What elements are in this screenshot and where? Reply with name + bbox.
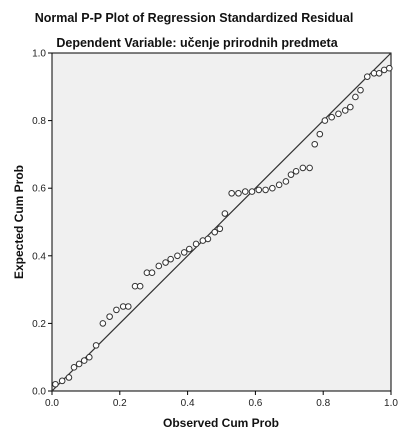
data-point <box>357 86 364 94</box>
data-point <box>65 374 73 381</box>
y-axis: 0.0 0.2 0.4 0.6 0.8 1.0 <box>32 49 52 398</box>
data-point <box>70 364 78 371</box>
data-point <box>216 225 224 233</box>
chart-title: Normal P-P Plot of Regression Standardiz… <box>35 11 354 25</box>
data-point <box>306 164 313 172</box>
x-tick-label: 1.0 <box>384 398 398 409</box>
data-point <box>211 228 219 236</box>
data-point <box>58 377 66 385</box>
data-point <box>52 380 59 388</box>
data-point <box>287 171 295 178</box>
data-points <box>52 64 393 388</box>
y-axis-label: Expected Cum Prob <box>12 165 26 279</box>
y-tick-label: 0.0 <box>32 387 46 398</box>
y-tick-label: 0.8 <box>32 116 46 127</box>
data-point <box>347 103 354 111</box>
x-tick-label: 0.2 <box>113 398 127 409</box>
data-point <box>282 178 290 185</box>
data-point <box>275 181 283 189</box>
data-point <box>328 113 335 121</box>
data-point <box>167 255 174 263</box>
y-tick-label: 1.0 <box>32 49 46 60</box>
x-tick-label: 0.8 <box>316 398 330 409</box>
data-point <box>221 210 229 217</box>
data-point <box>80 357 88 364</box>
data-point <box>148 269 156 277</box>
data-point <box>241 188 249 195</box>
x-axis-label: Observed Cum Prob <box>163 416 279 430</box>
data-point <box>85 353 93 361</box>
data-point <box>316 130 324 138</box>
x-axis: 0.0 0.2 0.4 0.6 0.8 1.0 <box>45 391 398 409</box>
data-point <box>262 186 269 194</box>
data-point <box>106 313 113 320</box>
x-tick-label: 0.0 <box>45 398 59 409</box>
data-point <box>204 235 212 243</box>
data-point <box>386 64 393 72</box>
data-point <box>124 303 132 310</box>
data-point <box>321 117 329 124</box>
data-point <box>180 249 188 256</box>
data-point <box>185 245 193 253</box>
y-tick-label: 0.2 <box>32 319 46 330</box>
data-point <box>174 252 181 260</box>
data-point <box>155 262 163 270</box>
data-point <box>352 93 359 101</box>
data-point <box>99 320 107 327</box>
data-point <box>292 168 300 175</box>
data-point <box>228 189 235 197</box>
data-point <box>113 306 120 314</box>
data-point <box>363 73 371 80</box>
reference-line <box>51 52 392 392</box>
data-point <box>136 282 144 290</box>
chart-subtitle: Dependent Variable: učenje prirodnih pre… <box>56 36 338 50</box>
y-tick-label: 0.6 <box>32 184 46 195</box>
data-point <box>192 240 200 248</box>
data-point <box>92 342 100 349</box>
x-tick-label: 0.4 <box>181 398 195 409</box>
data-point <box>269 184 276 192</box>
data-point <box>311 140 319 148</box>
data-point <box>235 189 242 197</box>
data-point <box>248 188 256 195</box>
x-tick-label: 0.6 <box>248 398 262 409</box>
data-point <box>299 164 307 172</box>
data-point <box>255 186 263 194</box>
data-point <box>375 69 383 77</box>
data-point <box>75 360 83 368</box>
y-tick-label: 0.4 <box>32 251 46 262</box>
data-point <box>162 259 169 266</box>
data-point <box>341 107 349 114</box>
data-point <box>335 110 342 118</box>
